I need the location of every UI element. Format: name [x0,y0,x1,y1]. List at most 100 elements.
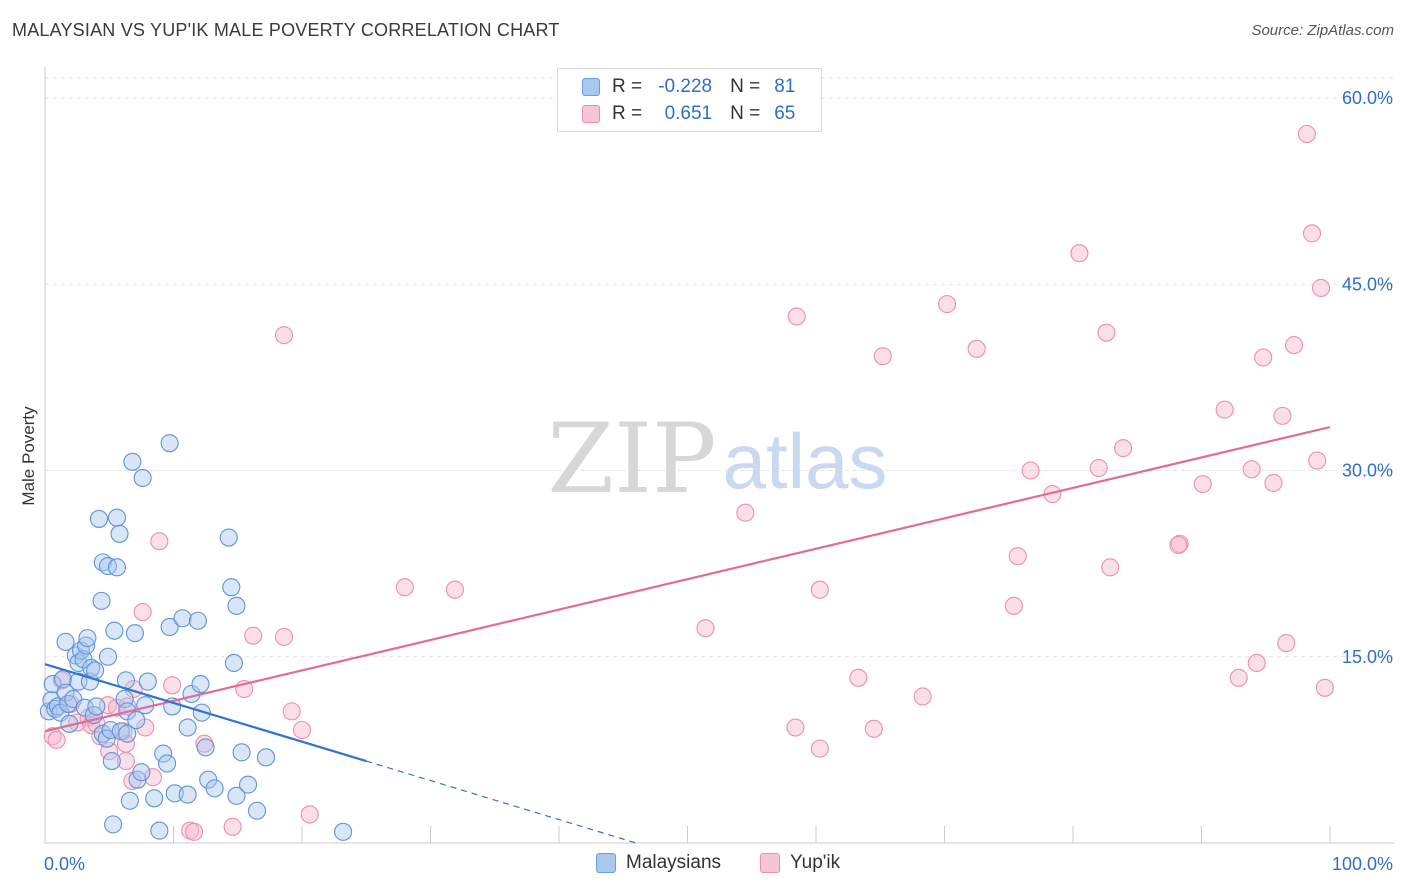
malaysian-point [75,698,94,717]
yupik-point [1273,406,1292,425]
yupik-point [1308,451,1327,470]
malaysian-point [219,528,238,547]
legend-n-label: N = [730,103,761,124]
malaysian-point [191,675,210,694]
legend-row-yupik: R = 0.651 N = 65 [582,103,795,125]
yupik-point [967,339,986,358]
legend-r-label: R = [612,76,643,97]
malaysian-point [154,744,173,763]
malaysian-point [138,672,157,691]
malaysian-trend-line [44,663,367,763]
bottom-legend-label: Malaysians [626,852,722,873]
yupik-point [1021,461,1040,480]
malaysian-point [160,617,179,637]
legend-n-label: N = [730,76,761,97]
malaysian-point [238,775,258,794]
trend-lines [44,425,1331,844]
malaysian-point [123,452,142,471]
yupik-point [1004,596,1023,615]
yupik-point [1101,558,1120,577]
legend-n-value: 65 [774,103,796,124]
yupik-point [696,619,715,638]
malaysian-point [133,468,152,488]
malaysian-point [127,711,146,730]
yupik-point [1215,400,1234,419]
malaysian-point [205,779,224,798]
malaysian-point [165,784,184,803]
malaysian-point [160,434,179,453]
yupik-point [185,822,204,841]
yupik-point [1284,336,1304,355]
yupik-point [913,687,932,706]
malaysian-point [78,629,97,648]
yupik-point [1242,460,1261,479]
yupik-point [223,817,242,836]
malaysian-point [89,509,109,528]
malaysian-point [178,785,197,804]
malaysian-point [334,822,353,841]
yupik-point [1311,278,1331,298]
yupik-point [810,580,829,599]
malaysian-point [105,621,124,640]
malaysian-point [56,632,75,651]
malaysian-point [107,558,127,577]
malaysian-point [173,609,192,628]
yupik-point [274,326,294,345]
malaysian-point [120,791,139,810]
x-tick-label: 0.0% [44,854,85,874]
bottom-legend-malaysians: Malaysians [596,852,721,874]
yupik-point [1247,653,1266,673]
tick-labels: 15.0% 30.0% 45.0% 60.0% 0.0% 100.0% [44,88,1393,874]
yupik-point [873,347,892,366]
malaysian-trend-extension [366,760,637,844]
legend-r-value: -0.228 [658,76,713,97]
malaysian-point [150,821,169,840]
yupik-point [47,730,66,749]
yupik-points [43,124,1334,841]
yupik-point [1008,547,1027,566]
malaysian-point [43,675,62,694]
grid-lines [45,77,1395,658]
y-tick-label: 30.0% [1342,461,1393,481]
malaysian-point [87,697,106,716]
yupik-point [1229,668,1248,687]
malaysian-point [256,748,276,767]
malaysian-point [247,801,267,820]
yupik-point [1097,323,1116,342]
yupik-point [1297,124,1316,144]
bottom-legend-label: Yup'ik [790,852,841,873]
y-tick-label: 60.0% [1342,88,1393,108]
yupik-point [143,768,162,787]
axes [44,67,1395,844]
malaysian-point [192,703,211,722]
legend-n-value: 81 [774,76,796,97]
malaysian-point [178,718,197,737]
yupik-point [1070,244,1089,263]
legend-r-value: 0.651 [664,103,713,124]
malaysian-point [227,786,246,805]
yupik-point [864,719,883,738]
yupik-point [736,503,755,522]
malaysian-point [132,763,151,782]
malaysian-point [118,724,137,743]
y-tick-label: 45.0% [1342,274,1393,294]
legend-swatch-blue [582,78,600,96]
source-label: Source: ZipAtlas.com [1251,22,1394,39]
bottom-legend-yupik: Yup'ik [760,852,840,874]
yupik-point [1264,473,1283,492]
yupik-point [1302,224,1322,243]
yupik-point [938,295,957,314]
malaysian-point [104,815,123,834]
bottom-legend-swatch-blue [596,853,616,873]
yupik-point [1277,634,1296,653]
yupik-point [300,805,319,824]
malaysian-point [110,524,129,543]
malaysian-point [158,754,177,773]
malaysian-point [86,661,105,680]
watermark: ZIP atlas [547,403,887,515]
malaysian-point [97,729,116,748]
x-tick-label: 100.0% [1332,854,1393,874]
malaysian-point [196,738,215,757]
yupik-point [1315,678,1334,697]
yupik-point [1254,348,1273,367]
